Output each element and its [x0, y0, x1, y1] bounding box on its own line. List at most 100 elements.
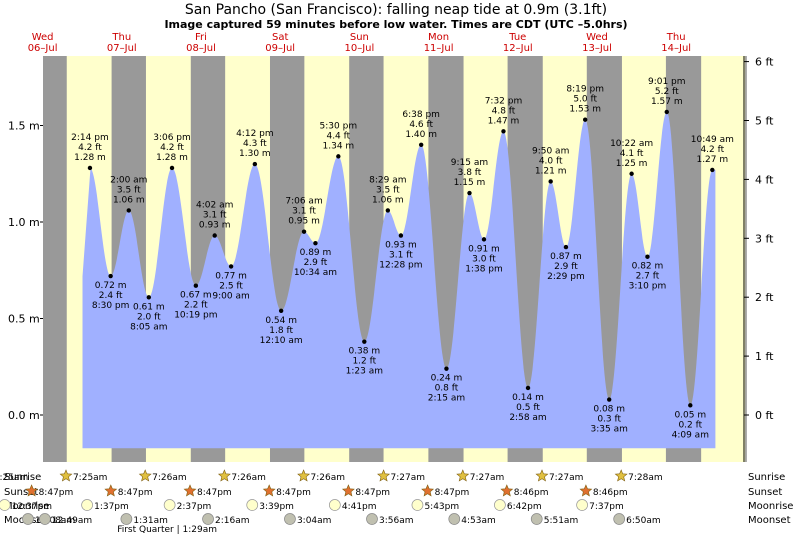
tide-extreme-label: 0.91 m	[468, 244, 500, 254]
sunset-icon	[104, 484, 118, 497]
tide-extreme-label: 0.61 m	[133, 302, 165, 312]
tide-extreme-label: 8:29 am	[369, 175, 406, 185]
tide-extreme-label: 9:50 am	[532, 146, 569, 156]
y-left-tick-label: 0.0 m	[8, 409, 40, 422]
tide-extreme-label: 0.14 m	[512, 393, 544, 403]
day-label-dow: Thu	[111, 32, 131, 43]
tide-extreme-label: 4.2 ft	[700, 145, 724, 155]
tide-extreme-label: 5:30 pm	[320, 121, 358, 131]
tide-extreme-label: 4.8 ft	[492, 106, 516, 116]
tide-extreme-point	[169, 165, 175, 171]
tide-extreme-point	[385, 208, 391, 213]
tide-extreme-label: 9:01 pm	[648, 77, 686, 87]
tide-extreme-point	[583, 117, 588, 122]
tide-extreme-point	[252, 161, 258, 167]
tide-extremes: 2:14 pm4.2 ft1.28 m0.72 m2.4 ft8:30 pm2:…	[71, 77, 734, 440]
sunset-time: 8:46pm	[593, 488, 628, 498]
tide-extreme-label: 4:02 am	[196, 201, 233, 211]
y-right-tick-label: 4 ft	[755, 173, 774, 186]
tide-extreme-label: 0.93 m	[199, 221, 231, 231]
day-label-dow: Fri	[195, 32, 207, 43]
sunrise-time: 7:26am	[152, 473, 187, 483]
tide-extreme-point	[193, 283, 199, 288]
tide-extreme-point	[607, 397, 612, 402]
tide-extreme-point	[501, 129, 506, 134]
tide-extreme-label: 0.77 m	[215, 271, 247, 281]
y-left-tick-label: 1.5 m	[8, 120, 40, 133]
sunset-time: 8:46pm	[514, 488, 549, 498]
moonrise-icon	[81, 499, 93, 511]
moonset-time: 5:51am	[544, 516, 579, 526]
moonset-time: 3:56am	[379, 516, 414, 526]
y-right-tick-label: 5 ft	[755, 115, 774, 128]
moonrise-icon	[0, 499, 11, 511]
tide-extreme-label: 4:12 pm	[236, 129, 274, 139]
tide-extreme-point	[362, 339, 367, 344]
tide-extreme-label: 12:10 am	[260, 336, 303, 346]
tide-extreme-label: 0.93 m	[385, 241, 417, 251]
moonrise-time: 5:43pm	[424, 502, 459, 512]
moonset-icon	[613, 513, 626, 525]
tide-extreme-label: 3:06 pm	[153, 133, 191, 143]
tide-extreme-label: 3.1 ft	[292, 207, 316, 217]
moonset-icon	[22, 513, 34, 525]
moonset-icon	[202, 513, 214, 525]
tide-extreme-point	[126, 208, 131, 213]
tide-extreme-point	[444, 366, 449, 371]
sunrise-time: 7:27am	[470, 473, 505, 483]
tide-extreme-label: 1.25 m	[616, 159, 648, 169]
sunset-time: 8:47pm	[118, 488, 153, 498]
moonrise-icon	[328, 499, 341, 511]
tide-extreme-label: 3:10 pm	[629, 282, 667, 292]
tide-extreme-label: 1.15 m	[454, 178, 486, 188]
moonset-time: 2:16am	[215, 516, 250, 526]
sunset-icon	[341, 484, 355, 497]
tide-extreme-label: 0.2 ft	[678, 420, 702, 430]
moonrise-time: 12:37pm	[12, 502, 52, 512]
day-label-dow: Mon	[428, 32, 449, 43]
tide-extreme-label: 9:15 am	[451, 158, 488, 168]
astro-row-label-right: Sunset	[748, 487, 782, 498]
y-right-tick-label: 6 ft	[755, 56, 774, 69]
tide-extreme-label: 5.2 ft	[655, 87, 679, 97]
tide-extreme-label: 8:30 pm	[92, 301, 130, 311]
y-right-tick-label: 0 ft	[755, 409, 774, 422]
tide-extreme-point	[563, 244, 569, 250]
sunset-time: 8:47pm	[435, 488, 470, 498]
tide-extreme-point	[688, 403, 693, 408]
moonset-time: 12:49am	[52, 516, 92, 526]
tide-extreme-point	[664, 109, 669, 115]
moonrise-time: 7:37pm	[589, 502, 624, 512]
astronomy-rows: Sunrise Sunrise Sunset Sunset Moonrise Moonri…	[0, 469, 793, 535]
tide-extreme-label: 6:38 pm	[402, 110, 440, 120]
tide-extreme-label: 10:22 am	[610, 139, 653, 149]
moon-phase-label: First Quarter | 1:29am	[117, 525, 217, 535]
tide-extreme-label: 2:14 pm	[71, 133, 109, 143]
sunrise-time: 7:28am	[628, 473, 663, 483]
tide-extreme-label: 1:23 am	[346, 367, 383, 377]
day-label-date: 14–Jul	[661, 43, 691, 54]
moonset-time: 1:31am	[133, 516, 168, 526]
tide-extreme-point	[629, 171, 634, 176]
tide-extreme-point	[548, 179, 553, 184]
tide-extreme-label: 1.27 m	[696, 155, 728, 165]
tide-extreme-label: 1.53 m	[569, 105, 601, 115]
tide-extreme-label: 1.57 m	[651, 97, 683, 107]
day-label-date: 08–Jul	[186, 43, 216, 54]
tide-extreme-label: 2:29 pm	[547, 272, 585, 282]
sunrise-icon	[217, 469, 231, 482]
tide-extreme-label: 2:00 am	[110, 175, 147, 185]
moonrise-icon	[163, 499, 176, 511]
moonset-icon	[120, 513, 133, 525]
astro-row-label-right: Moonrise	[748, 501, 793, 512]
sunrise-icon	[456, 469, 470, 482]
tide-extreme-label: 7:32 pm	[485, 96, 523, 106]
tide-extreme-label: 5.0 ft	[573, 95, 597, 105]
tide-extreme-label: 8:05 am	[130, 322, 167, 332]
tide-extreme-label: 2:15 am	[428, 394, 465, 404]
moonset-icon	[284, 513, 296, 525]
sunrise-time: 7:27am	[391, 473, 426, 483]
sunset-icon	[421, 484, 435, 497]
astro-row-label-left: Sunset	[4, 487, 38, 498]
